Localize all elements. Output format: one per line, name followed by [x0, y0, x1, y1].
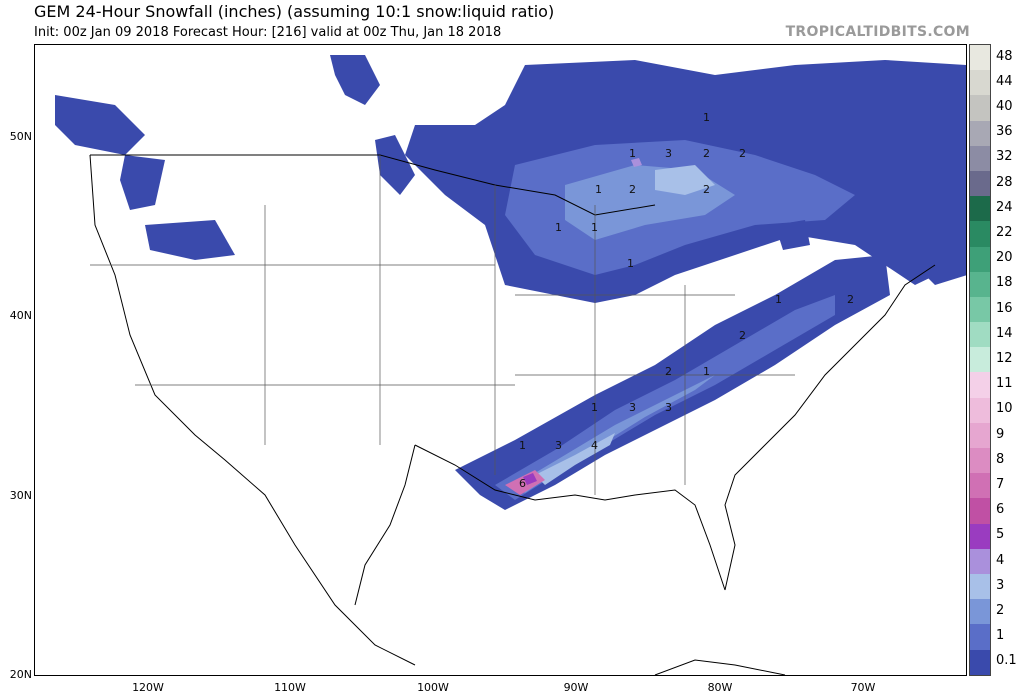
brand-logo[interactable]: TROPICALTIDBITS.COM — [785, 24, 970, 40]
colorbar-level-label: 2 — [996, 603, 1005, 618]
colorbar-swatch — [970, 45, 990, 71]
contour-label: 1 — [775, 293, 782, 306]
colorbar-swatch — [970, 296, 990, 323]
contour-label: 6 — [519, 477, 526, 490]
contour-label: 2 — [703, 183, 710, 196]
lon-label: 80W — [707, 681, 733, 694]
colorbar — [969, 44, 991, 676]
lon-label: 90W — [563, 681, 589, 694]
map-title: GEM 24-Hour Snowfall (inches) (assuming … — [34, 2, 555, 21]
colorbar-swatch — [970, 347, 990, 373]
colorbar-level-label: 18 — [996, 275, 1013, 291]
colorbar-swatch — [970, 271, 990, 297]
contour-label: 2 — [703, 147, 710, 160]
geographic-outlines — [89, 154, 936, 675]
contour-label: 2 — [665, 365, 672, 378]
lon-label: 120W — [132, 681, 164, 694]
colorbar-swatch — [970, 120, 990, 146]
colorbar-swatch — [970, 170, 990, 197]
colorbar-level-label: 4 — [996, 552, 1005, 568]
contour-label: 1 — [627, 257, 634, 270]
colorbar-swatch — [970, 95, 990, 121]
colorbar-level-label: 3 — [996, 577, 1005, 593]
contour-labels: 1 3 2 2 1 2 1 2 1 1 1 1 1 2 2 2 1 3 3 3 … — [519, 111, 854, 490]
lon-label: 100W — [417, 681, 449, 694]
colorbar-level-label: 10 — [996, 401, 1013, 417]
contour-label: 1 — [595, 183, 602, 196]
colorbar-swatch — [970, 246, 990, 272]
contour-label: 1 — [703, 111, 710, 124]
contour-label: 2 — [847, 293, 854, 306]
lat-label: 30N — [9, 489, 32, 502]
colorbar-swatch — [970, 548, 990, 574]
colorbar-level-label: 5 — [996, 527, 1005, 543]
colorbar-swatch — [970, 473, 990, 499]
colorbar-swatch — [970, 448, 990, 474]
colorbar-swatch — [970, 599, 990, 625]
contour-label: 3 — [555, 439, 562, 452]
contour-label: 1 — [629, 147, 636, 160]
lat-label: 50N — [9, 130, 32, 143]
map-panel[interactable]: 1 3 2 2 1 2 1 2 1 1 1 1 1 2 2 2 1 3 3 3 … — [34, 44, 967, 676]
colorbar-level-label: 12 — [996, 351, 1013, 366]
colorbar-level-label: 8 — [996, 451, 1005, 467]
snow-band-north — [55, 55, 966, 303]
colorbar-swatch — [970, 221, 990, 247]
colorbar-swatch — [970, 196, 990, 222]
colorbar-level-label: 11 — [996, 376, 1013, 392]
colorbar-level-label: 7 — [996, 477, 1005, 492]
colorbar-swatch — [970, 422, 990, 448]
map-subtitle: Init: 00z Jan 09 2018 Forecast Hour: [21… — [34, 25, 502, 40]
colorbar-level-label: 28 — [996, 174, 1013, 190]
contour-label: 2 — [739, 329, 746, 342]
colorbar-swatch — [970, 145, 990, 171]
colorbar-level-label: 36 — [996, 124, 1013, 140]
colorbar-swatch — [970, 322, 990, 348]
colorbar-level-label: 16 — [996, 300, 1013, 316]
colorbar-level-label: 1 — [996, 628, 1005, 644]
contour-label: 1 — [591, 221, 598, 234]
contour-label: 1 — [591, 401, 598, 414]
contour-label: 3 — [665, 401, 672, 414]
contour-label: 2 — [629, 183, 636, 196]
snowfall-map: 1 3 2 2 1 2 1 2 1 1 1 1 1 2 2 2 1 3 3 3 … — [55, 55, 966, 675]
lat-label: 40N — [9, 309, 32, 322]
colorbar-level-label: 20 — [996, 250, 1013, 266]
lat-label: 20N — [9, 668, 32, 681]
colorbar-level-label: 6 — [996, 502, 1005, 518]
colorbar-swatch — [970, 397, 990, 423]
colorbar-swatch — [970, 70, 990, 96]
snow-band-south — [455, 255, 890, 510]
colorbar-swatch — [970, 624, 990, 650]
contour-label: 1 — [703, 365, 710, 378]
colorbar-level-label: 24 — [996, 199, 1013, 215]
lon-label: 110W — [274, 681, 306, 694]
colorbar-swatch — [970, 498, 990, 524]
colorbar-level-label: 40 — [996, 99, 1013, 114]
lon-label: 70W — [850, 681, 876, 694]
colorbar-level-label: 9 — [996, 426, 1005, 442]
colorbar-level-label: 48 — [996, 48, 1013, 64]
contour-label: 1 — [519, 439, 526, 452]
colorbar-swatch — [970, 523, 990, 549]
colorbar-level-label: 32 — [996, 149, 1013, 165]
colorbar-swatch — [970, 573, 990, 600]
colorbar-level-label: 0.1 — [996, 653, 1017, 669]
colorbar-level-label: 14 — [996, 325, 1013, 341]
colorbar-level-label: 22 — [996, 225, 1013, 240]
colorbar-swatch — [970, 372, 990, 398]
contour-label: 2 — [739, 147, 746, 160]
colorbar-level-label: 44 — [996, 73, 1013, 89]
colorbar-swatch — [970, 649, 990, 675]
contour-label: 1 — [555, 221, 562, 234]
contour-label: 4 — [591, 439, 598, 452]
contour-label: 3 — [629, 401, 636, 414]
contour-label: 3 — [665, 147, 672, 160]
